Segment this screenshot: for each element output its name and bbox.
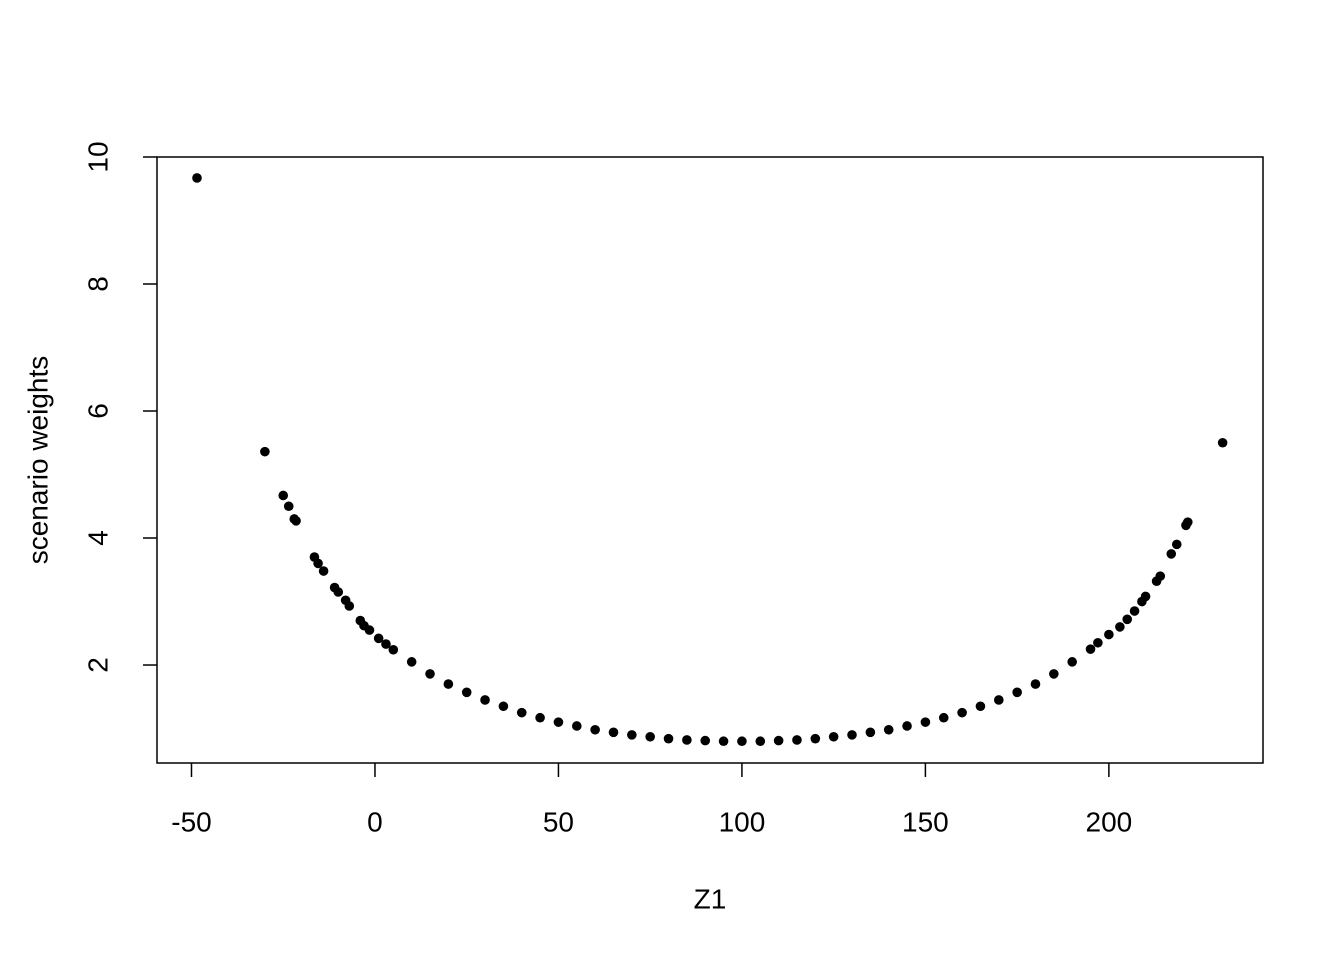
point — [1115, 622, 1125, 632]
x-tick-label: 200 — [1086, 806, 1133, 837]
point — [498, 701, 509, 712]
point — [920, 717, 931, 727]
point — [993, 695, 1004, 705]
point — [388, 644, 399, 655]
point — [291, 516, 301, 526]
plot-frame — [156, 156, 1264, 764]
x-tick-label: 0 — [367, 806, 383, 837]
point — [1182, 517, 1193, 527]
point — [381, 639, 391, 649]
point — [278, 490, 289, 501]
point — [283, 501, 294, 512]
point — [260, 446, 270, 457]
point — [425, 669, 435, 679]
point — [608, 727, 619, 738]
y-tick-label: 2 — [82, 657, 113, 673]
point — [571, 721, 582, 731]
point — [700, 735, 711, 746]
point — [443, 679, 454, 689]
point — [828, 731, 839, 742]
point — [1030, 679, 1041, 689]
point — [344, 601, 355, 611]
point — [1171, 539, 1182, 550]
x-tick-label: 150 — [902, 806, 949, 837]
y-tick-label: 4 — [82, 530, 113, 546]
point — [1049, 669, 1059, 679]
point — [1085, 644, 1096, 654]
point — [773, 735, 784, 746]
y-tick-label: 6 — [82, 403, 113, 419]
point — [975, 701, 986, 712]
point — [1217, 437, 1228, 448]
point — [553, 717, 564, 727]
point — [682, 735, 692, 745]
point — [1067, 657, 1077, 667]
point — [461, 687, 472, 698]
x-tick-label: 50 — [543, 806, 574, 837]
point — [192, 173, 202, 183]
x-axis-label: Z1 — [694, 883, 727, 914]
y-tick-label: 8 — [82, 276, 113, 292]
point — [480, 695, 490, 705]
point — [627, 730, 637, 740]
point — [1104, 629, 1114, 640]
point — [1129, 606, 1140, 616]
point — [406, 657, 417, 667]
point — [333, 587, 344, 597]
point — [847, 730, 857, 740]
point — [1012, 687, 1022, 698]
point — [810, 733, 821, 744]
point — [318, 566, 329, 576]
point — [364, 625, 375, 635]
point — [1140, 591, 1151, 602]
point — [902, 721, 912, 731]
point — [792, 735, 802, 745]
point — [645, 731, 655, 742]
point — [1122, 614, 1133, 625]
x-tick-label: -50 — [171, 806, 211, 837]
point — [1155, 571, 1166, 581]
x-tick-label: 100 — [719, 806, 766, 837]
point — [938, 712, 949, 723]
point — [373, 633, 384, 644]
point — [1093, 637, 1103, 648]
y-axis-label: scenario weights — [22, 356, 53, 565]
point — [590, 724, 600, 735]
point — [737, 736, 747, 747]
point — [755, 736, 766, 747]
point — [535, 712, 545, 723]
point — [957, 707, 967, 718]
point — [883, 724, 894, 735]
point — [865, 727, 876, 738]
point — [718, 736, 729, 747]
point — [663, 733, 674, 744]
point — [313, 558, 323, 569]
y-tick-label: 10 — [82, 141, 113, 172]
point — [1166, 549, 1177, 559]
point — [516, 707, 527, 718]
